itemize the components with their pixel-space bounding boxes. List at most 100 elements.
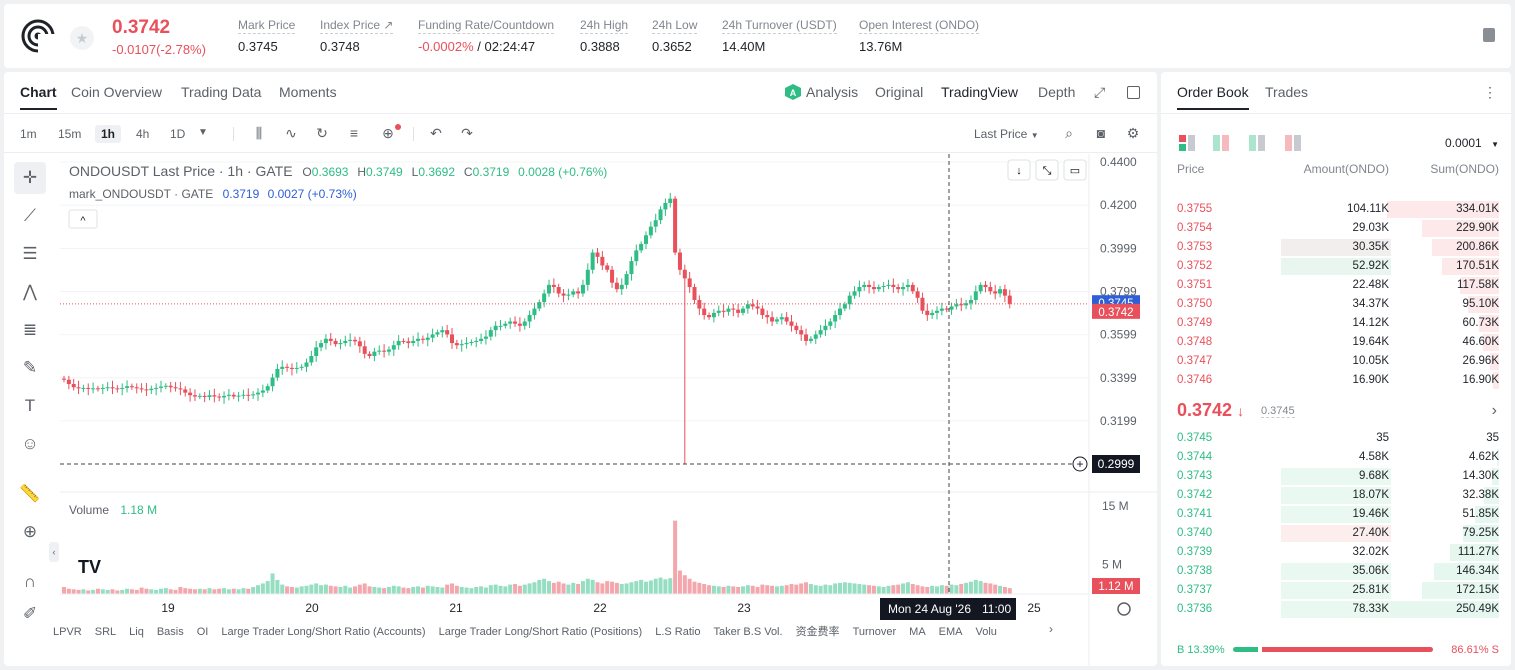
collapse-pane-button[interactable] (1035, 159, 1059, 181)
bid-row[interactable]: 0.3745 35 35 (1161, 429, 1511, 448)
fit-chart-button[interactable] (1063, 159, 1087, 181)
indicator-item[interactable]: 资金费率 (795, 626, 840, 638)
candle-body (459, 344, 464, 346)
indicator-item[interactable]: Large Trader Long/Short Ratio (Positions… (438, 626, 643, 638)
favorite-star-icon[interactable]: ★ (70, 26, 94, 50)
mode-asks-icon[interactable] (1285, 135, 1301, 151)
mode-both-icon[interactable] (1179, 135, 1195, 151)
view-tradingview[interactable]: TradingView (941, 84, 1019, 100)
compare-icon[interactable]: ↻ (316, 125, 328, 141)
more-options-icon[interactable]: ⋮ (1483, 84, 1497, 100)
mid-price[interactable]: 0.3742 ↓ (1177, 400, 1244, 421)
ask-row[interactable]: 0.3748 19.64K 46.60K (1161, 333, 1511, 352)
timeframe-1d[interactable]: 1D (170, 127, 186, 141)
indicator-item[interactable]: Taker B.S Vol. (713, 626, 783, 638)
zoom-in-icon[interactable]: ⊕ (22, 522, 38, 541)
horizontal-lines-icon[interactable]: ☰ (22, 244, 38, 263)
volume-bar (139, 587, 144, 594)
timeframe-4h[interactable]: 4h (136, 127, 150, 141)
mode-bids-icon[interactable] (1249, 135, 1265, 151)
bid-row[interactable]: 0.3742 18.07K 32.38K (1161, 486, 1511, 505)
ask-row[interactable]: 0.3750 34.37K 95.10K (1161, 295, 1511, 314)
ask-row[interactable]: 0.3746 16.90K 16.90K (1161, 371, 1511, 390)
indicator-item[interactable]: Basis (156, 626, 184, 638)
settings-gear-icon[interactable]: ⚙ (1126, 125, 1140, 141)
text-tool-icon[interactable]: T (24, 396, 36, 415)
row-amount: 30.35K (1352, 241, 1389, 253)
book-guide-icon[interactable] (1483, 28, 1495, 42)
price-chart[interactable]: 0.4400 0.4200 0.3999 0.3799 0.3599 0.3399 0.31… (4, 154, 1157, 666)
view-depth[interactable]: Depth (1038, 84, 1076, 100)
indicators-icon[interactable]: ∿ (285, 125, 297, 141)
add-indicator-icon[interactable]: ⊕ (382, 125, 394, 141)
indicator-item[interactable]: EMA (938, 626, 963, 638)
indicator-item[interactable]: MA (909, 626, 926, 638)
view-original[interactable]: Original (875, 84, 924, 100)
chart-settings-icon[interactable] (1117, 602, 1131, 616)
trend-line-icon[interactable]: ⟋ (24, 206, 36, 225)
ask-row[interactable]: 0.3747 10.05K 26.96K (1161, 352, 1511, 371)
indicator-item[interactable]: Volu (975, 626, 997, 638)
exchange-logo-icon[interactable] (20, 18, 56, 54)
window-icon[interactable] (1127, 86, 1140, 99)
screenshot-icon[interactable]: ◙ (1096, 125, 1106, 141)
mode-mixed-icon[interactable] (1213, 135, 1229, 151)
timeframe-15m[interactable]: 15m (58, 127, 82, 141)
emoji-tool-icon[interactable]: ☺ (21, 434, 39, 453)
undo-icon[interactable]: ↶ (430, 125, 442, 141)
indicator-item[interactable]: Turnover (852, 626, 897, 638)
indicator-item[interactable]: LPVR (53, 626, 82, 638)
expand-icon[interactable]: ⤢ (1094, 84, 1106, 100)
timeframe-1m[interactable]: 1m (20, 127, 37, 141)
indicator-item[interactable]: Liq (129, 626, 144, 638)
add-alert-plus-icon[interactable] (1072, 456, 1088, 472)
precision-select[interactable]: 0.0001 ▼ (1445, 136, 1499, 150)
chevron-right-icon[interactable]: › (1491, 402, 1497, 419)
brush-tool-icon[interactable]: ✎ (22, 358, 38, 377)
ask-row[interactable]: 0.3753 30.35K 200.86K (1161, 238, 1511, 257)
bid-row[interactable]: 0.3740 27.40K 79.25K (1161, 524, 1511, 543)
ask-row[interactable]: 0.3751 22.48K 117.58K (1161, 276, 1511, 295)
ruler-tool-icon[interactable]: 📏 (19, 484, 41, 503)
ai-analysis-icon[interactable]: A (785, 84, 801, 100)
pencil-lock-icon[interactable]: ✐ (22, 604, 38, 623)
crosshair-tool-icon[interactable]: ✛ (14, 162, 46, 194)
redo-icon[interactable]: ↷ (461, 125, 473, 141)
indicator-item[interactable]: L.S Ratio (655, 626, 701, 638)
timeframe-dropdown-icon[interactable]: ▼ (198, 127, 208, 138)
bid-row[interactable]: 0.3737 25.81K 172.15K (1161, 581, 1511, 600)
bid-row[interactable]: 0.3743 9.68K 14.30K (1161, 467, 1511, 486)
indicator-item[interactable]: OI (196, 626, 209, 638)
search-icon[interactable]: ⌕ (1065, 125, 1073, 141)
bid-row[interactable]: 0.3741 19.46K 51.85K (1161, 505, 1511, 524)
ask-row[interactable]: 0.3755 104.11K 334.01K (1161, 200, 1511, 219)
bid-row[interactable]: 0.3738 35.06K 146.34K (1161, 562, 1511, 581)
indicator-scroll-right-icon[interactable]: › (1049, 622, 1053, 636)
stat-index-price[interactable]: Index Price ↗ 0.3748 (320, 18, 394, 54)
indicator-item[interactable]: Large Trader Long/Short Ratio (Accounts) (221, 626, 426, 638)
ask-row[interactable]: 0.3754 29.03K 229.90K (1161, 219, 1511, 238)
pattern-tool-icon[interactable]: ⋀ (23, 282, 37, 301)
ask-row[interactable]: 0.3752 52.92K 170.51K (1161, 257, 1511, 276)
view-analysis[interactable]: Analysis (806, 84, 859, 100)
tab-coin-overview[interactable]: Coin Overview (71, 84, 163, 100)
bid-row[interactable]: 0.3736 78.33K 250.49K (1161, 600, 1511, 619)
bid-row[interactable]: 0.3744 4.58K 4.62K (1161, 448, 1511, 467)
tab-chart[interactable]: Chart (20, 84, 57, 110)
collapse-legend-button[interactable] (68, 209, 98, 229)
tab-trading-data[interactable]: Trading Data (181, 84, 262, 100)
price-type-select[interactable]: Last Price ▼ (974, 127, 1039, 141)
collapse-sidebar-icon[interactable]: ‹ (49, 542, 59, 562)
candle-type-icon[interactable]: ⫼ (255, 125, 263, 141)
fib-tool-icon[interactable]: ≣ (22, 320, 38, 339)
tab-trades[interactable]: Trades (1265, 84, 1309, 100)
tab-moments[interactable]: Moments (279, 84, 337, 100)
magnet-icon[interactable]: ∩ (23, 572, 37, 591)
indicator-item[interactable]: SRL (94, 626, 117, 638)
templates-icon[interactable]: ≡ (349, 125, 359, 141)
tab-order-book[interactable]: Order Book (1177, 84, 1249, 110)
scroll-down-button[interactable] (1007, 159, 1031, 181)
ask-row[interactable]: 0.3749 14.12K 60.73K (1161, 314, 1511, 333)
timeframe-1h[interactable]: 1h (95, 125, 122, 143)
bid-row[interactable]: 0.3739 32.02K 111.27K (1161, 543, 1511, 562)
